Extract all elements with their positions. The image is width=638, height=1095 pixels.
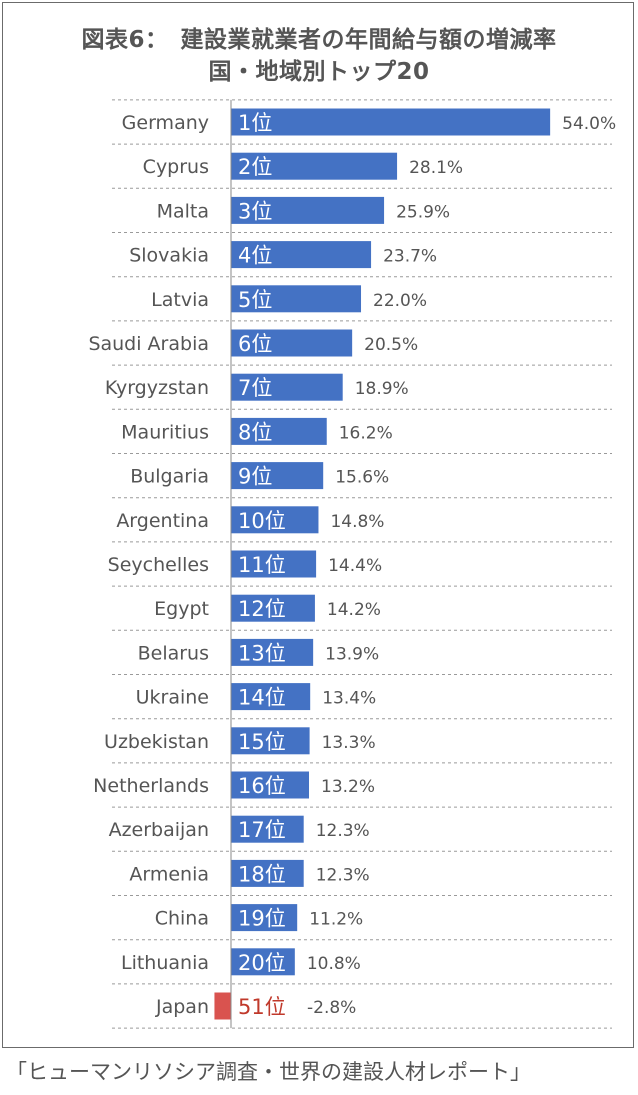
category-label: Armenia bbox=[129, 863, 209, 885]
category-label: Egypt bbox=[154, 598, 209, 620]
bar bbox=[231, 904, 298, 932]
rank-label: 10位 bbox=[238, 509, 286, 533]
data-label: 13.4% bbox=[322, 689, 376, 709]
bar bbox=[231, 815, 304, 843]
bar bbox=[231, 683, 311, 711]
bar bbox=[231, 462, 324, 490]
category-label: Lithuania bbox=[121, 952, 209, 974]
data-label: 23.7% bbox=[383, 247, 437, 267]
bar bbox=[231, 771, 310, 799]
chart-title: 図表6： 建設業就業者の年間給与額の増減率 bbox=[81, 27, 557, 53]
rank-label: 1位 bbox=[238, 111, 272, 135]
bar bbox=[231, 329, 353, 357]
rank-label: 17位 bbox=[238, 818, 286, 842]
data-label: 13.3% bbox=[322, 733, 376, 753]
bar bbox=[231, 727, 310, 755]
rank-label: 2位 bbox=[238, 155, 272, 179]
data-label: 11.2% bbox=[309, 910, 363, 930]
data-label: 54.0% bbox=[562, 114, 616, 134]
rank-label: 13位 bbox=[238, 641, 286, 665]
category-label: Malta bbox=[157, 200, 209, 222]
rank-label: 12位 bbox=[238, 597, 286, 621]
rank-label: 7位 bbox=[238, 376, 272, 400]
bar bbox=[231, 285, 362, 313]
bar bbox=[231, 241, 372, 269]
data-label: 16.2% bbox=[339, 423, 393, 443]
rank-label: 8位 bbox=[238, 420, 272, 444]
data-label: 28.1% bbox=[409, 158, 463, 178]
data-label: 20.5% bbox=[364, 335, 418, 355]
category-label: Argentina bbox=[116, 510, 209, 532]
category-label: Mauritius bbox=[121, 421, 209, 443]
rank-label: 18位 bbox=[238, 862, 286, 886]
category-label: Azerbaijan bbox=[109, 819, 209, 841]
category-label: China bbox=[155, 908, 209, 930]
category-label: Belarus bbox=[138, 642, 209, 664]
bar bbox=[231, 638, 314, 666]
bar bbox=[231, 108, 551, 136]
bar bbox=[231, 550, 317, 578]
data-label: 14.4% bbox=[328, 556, 382, 576]
category-label: Bulgaria bbox=[130, 466, 209, 488]
category-label: Latvia bbox=[151, 289, 209, 311]
rank-label: 14位 bbox=[238, 686, 286, 710]
category-label: Kyrgyzstan bbox=[105, 377, 209, 399]
rank-label: 9位 bbox=[238, 465, 272, 489]
category-label: Netherlands bbox=[93, 775, 209, 797]
category-label: Cyprus bbox=[143, 156, 209, 178]
data-label: 10.8% bbox=[307, 954, 361, 974]
data-label: 15.6% bbox=[335, 468, 389, 488]
data-label: 22.0% bbox=[373, 291, 427, 311]
data-label: 13.9% bbox=[325, 644, 379, 664]
chart-subtitle: 国・地域別トップ20 bbox=[208, 59, 430, 85]
rank-label: 20位 bbox=[238, 951, 286, 975]
source-note: 「ヒューマンリソシア調査・世界の建設人材レポート」 bbox=[6, 1060, 531, 1084]
data-label: 14.2% bbox=[327, 600, 381, 620]
category-label: Japan bbox=[155, 996, 209, 1018]
data-label: 25.9% bbox=[396, 202, 450, 222]
bar-chart: Germany 1位 54.0% Cyprus 2位 28.1% Malta 3位 25.9% S… bbox=[88, 99, 616, 1029]
rank-label: 4位 bbox=[238, 244, 272, 268]
bar bbox=[231, 417, 327, 445]
rank-label: 6位 bbox=[238, 332, 272, 356]
bar bbox=[231, 506, 319, 534]
bar bbox=[214, 992, 231, 1020]
bar bbox=[231, 594, 315, 622]
data-label: 13.2% bbox=[321, 777, 375, 797]
data-label: 18.9% bbox=[355, 379, 409, 399]
category-label: Germany bbox=[122, 112, 209, 134]
rank-label: 15位 bbox=[238, 730, 286, 754]
rank-label: 16位 bbox=[238, 774, 286, 798]
rank-label: 19位 bbox=[238, 907, 286, 931]
category-label: Uzbekistan bbox=[104, 731, 209, 753]
rank-label: 11位 bbox=[238, 553, 286, 577]
category-label: Seychelles bbox=[108, 554, 209, 576]
bar bbox=[231, 859, 304, 887]
rank-label: 5位 bbox=[238, 288, 272, 312]
bar bbox=[231, 948, 295, 976]
category-label: Ukraine bbox=[136, 687, 209, 709]
rank-label: 3位 bbox=[238, 199, 272, 223]
bar bbox=[231, 196, 385, 224]
data-label: 12.3% bbox=[316, 821, 370, 841]
bar bbox=[231, 152, 398, 180]
data-label: -2.8% bbox=[307, 998, 356, 1018]
data-label: 14.8% bbox=[330, 512, 384, 532]
rank-label: 51位 bbox=[238, 995, 286, 1019]
bar bbox=[231, 373, 343, 401]
category-label: Slovakia bbox=[129, 245, 209, 267]
data-label: 12.3% bbox=[316, 865, 370, 885]
category-label: Saudi Arabia bbox=[88, 333, 209, 355]
